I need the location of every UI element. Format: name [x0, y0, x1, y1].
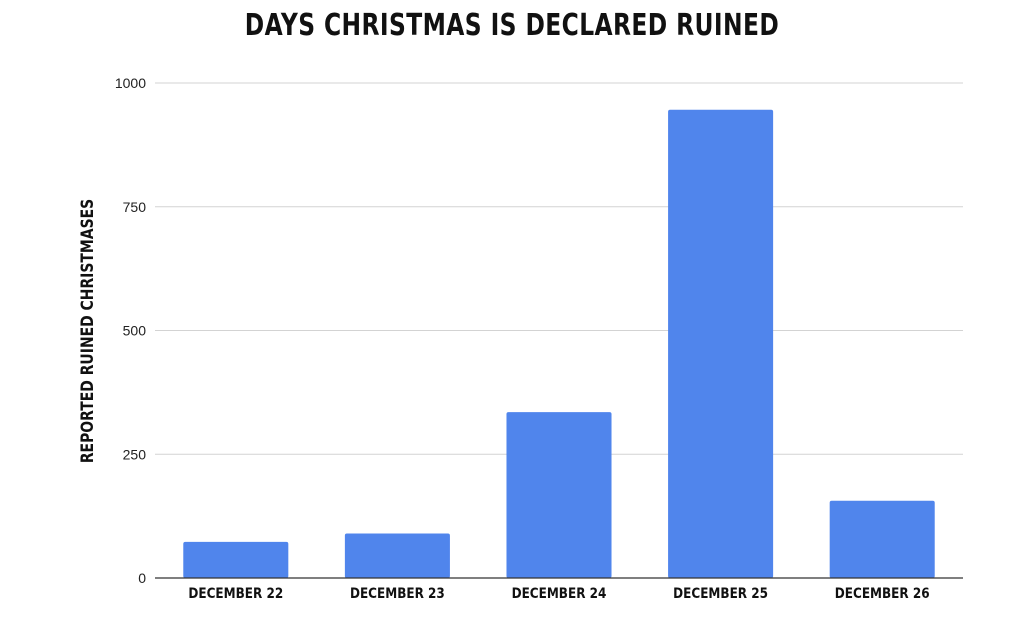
- bar-4: [668, 109, 774, 578]
- bar-2: [344, 533, 450, 578]
- x-tick-label-2: DECEMBER 23: [350, 586, 445, 602]
- bars: [183, 109, 935, 578]
- chart-title: DAYS CHRISTMAS IS DECLARED RUINED: [244, 8, 780, 43]
- y-tick-labels: 0 250 500 750 1000: [115, 75, 146, 586]
- y-tick-label-500: 500: [123, 323, 147, 339]
- gridlines: [155, 82, 963, 455]
- x-tick-label-4: DECEMBER 25: [673, 586, 768, 602]
- y-tick-label-0: 0: [138, 570, 146, 586]
- y-tick-label-750: 750: [123, 199, 147, 215]
- bar-1: [183, 541, 289, 578]
- x-tick-label-1: DECEMBER 22: [188, 586, 283, 602]
- bar-3: [506, 412, 612, 578]
- x-tick-label-5: DECEMBER 26: [835, 586, 930, 602]
- x-tick-labels: DECEMBER 22 DECEMBER 23 DECEMBER 24 DECEMBE…: [188, 586, 929, 602]
- bar-5: [829, 500, 935, 578]
- y-tick-label-250: 250: [123, 446, 147, 462]
- x-tick-label-3: DECEMBER 24: [512, 586, 607, 602]
- y-tick-label-1000: 1000: [115, 75, 146, 91]
